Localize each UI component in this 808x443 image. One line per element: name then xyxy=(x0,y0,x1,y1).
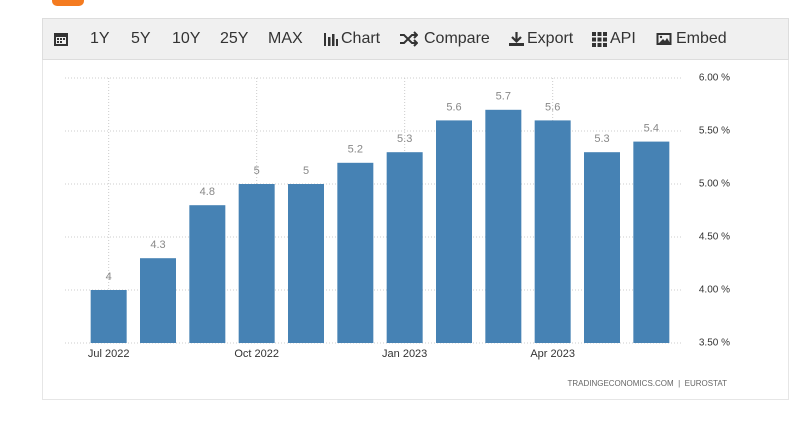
x-tick-label: Jul 2022 xyxy=(88,348,130,360)
bar xyxy=(189,205,226,343)
y-tick-label: 4.00 % xyxy=(699,285,730,296)
y-tick-label: 4.50 % xyxy=(699,232,730,243)
value-label: 5 xyxy=(254,165,260,177)
range-10y[interactable]: 10Y xyxy=(172,30,201,47)
bar xyxy=(633,141,670,343)
x-tick-label: Oct 2022 xyxy=(234,348,279,360)
bar xyxy=(337,162,374,343)
calendar-icon[interactable] xyxy=(53,31,69,47)
bar xyxy=(436,120,472,344)
y-tick-label: 5.50 % xyxy=(699,126,730,137)
value-label: 5.2 xyxy=(348,144,363,156)
source: TRADINGECONOMICS.COM | EUROSTAT xyxy=(567,379,727,388)
value-label: 4.8 xyxy=(200,186,215,198)
embed-icon[interactable] xyxy=(656,31,672,47)
value-label: 4 xyxy=(106,271,112,283)
y-tick-label: 6.00 % xyxy=(699,73,730,84)
export-icon[interactable] xyxy=(509,31,524,47)
value-label: 5.7 xyxy=(496,91,511,103)
bar xyxy=(386,152,423,343)
range-25y[interactable]: 25Y xyxy=(220,30,249,47)
x-tick-label: Apr 2023 xyxy=(530,348,575,360)
chart-icon[interactable] xyxy=(324,31,338,47)
logo-tab xyxy=(52,0,84,6)
export-button[interactable]: Export xyxy=(527,30,574,47)
range-5y[interactable]: 5Y xyxy=(131,30,151,47)
value-label: 5.6 xyxy=(446,101,461,113)
bar xyxy=(140,258,176,343)
value-label: 4.3 xyxy=(150,239,165,251)
value-label: 5 xyxy=(303,165,309,177)
bar xyxy=(288,184,324,343)
value-label: 5.3 xyxy=(594,133,609,145)
embed-button[interactable]: Embed xyxy=(676,30,727,47)
compare-button[interactable]: Compare xyxy=(424,30,490,47)
api-button[interactable]: API xyxy=(610,30,636,47)
y-tick-label: 5.00 % xyxy=(699,179,730,190)
api-icon[interactable] xyxy=(592,31,607,47)
range-1y[interactable]: 1Y xyxy=(90,30,110,47)
bar xyxy=(584,152,620,343)
bar xyxy=(238,184,275,343)
range-max[interactable]: MAX xyxy=(268,30,303,47)
toolbar: 1Y 5Y 10Y 25Y MAX Chart Compare Export A… xyxy=(42,18,789,60)
y-tick-label: 3.50 % xyxy=(699,338,730,349)
value-label: 5.4 xyxy=(644,123,659,135)
bar xyxy=(534,120,571,344)
compare-icon[interactable] xyxy=(400,31,418,47)
x-tick-label: Jan 2023 xyxy=(382,348,427,360)
value-label: 5.3 xyxy=(397,133,412,145)
bar xyxy=(485,109,522,343)
bar xyxy=(90,290,127,343)
chart-button[interactable]: Chart xyxy=(341,30,381,47)
value-label: 5.6 xyxy=(545,101,560,113)
